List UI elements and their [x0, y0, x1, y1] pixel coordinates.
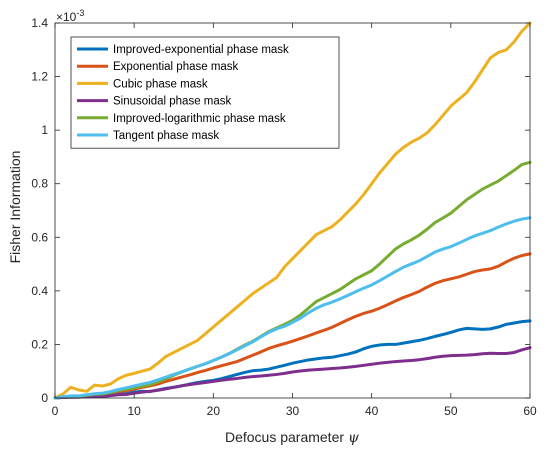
x-tick-label-6: 60 [523, 404, 537, 418]
legend-label-1: Improved-exponential phase mask [113, 44, 289, 56]
x-tick-label-3: 30 [286, 404, 300, 418]
y-tick-label-1: 0.2 [31, 337, 48, 351]
x-tick-label-0: 0 [52, 404, 59, 418]
y-tick-label-0: 0 [41, 391, 48, 405]
legend: Improved-exponential phase mask Exponenti… [70, 36, 340, 149]
x-axis-label-symbol: ψ [348, 430, 360, 446]
y-axis-exponent-power: -3 [76, 8, 84, 18]
y-tick-label-2: 0.4 [31, 284, 48, 298]
y-tick-label-5: 1 [41, 123, 48, 137]
legend-box [70, 36, 340, 149]
legend-label-4: Sinusoidal phase mask [113, 96, 232, 108]
x-tick-label-2: 20 [207, 404, 221, 418]
y-tick-label-7: 1.4 [31, 16, 48, 30]
x-tick-label-5: 50 [444, 404, 458, 418]
x-tick-label-1: 10 [127, 404, 141, 418]
x-tick-label-4: 40 [365, 404, 379, 418]
legend-label-2: Exponential phase mask [113, 61, 239, 73]
y-tick-label-4: 0.8 [31, 177, 48, 191]
y-tick-label-6: 1.2 [31, 70, 48, 84]
axes: 0 10 20 30 40 50 60 0 0.2 0.4 0.6 0.8 1 1.2 1.4 [31, 16, 537, 418]
y-tick-label-3: 0.6 [31, 230, 48, 244]
series-line-3 [53, 21, 532, 400]
legend-label-6: Tangent phase mask [113, 130, 219, 142]
series-line-5 [53, 160, 532, 400]
y-axis-label: Fisher Information [7, 151, 23, 264]
legend-label-5: Improved-logarithmic phase mask [113, 113, 286, 125]
x-axis-label: Defocus parameter ψ [225, 429, 360, 446]
series-line-6 [53, 216, 532, 400]
y-axis-exponent: ×10-3 [56, 8, 84, 24]
y-axis-exponent-base: ×10 [56, 10, 77, 24]
legend-label-3: Cubic phase mask [113, 78, 208, 90]
x-axis-label-text: Defocus parameter [225, 429, 344, 445]
